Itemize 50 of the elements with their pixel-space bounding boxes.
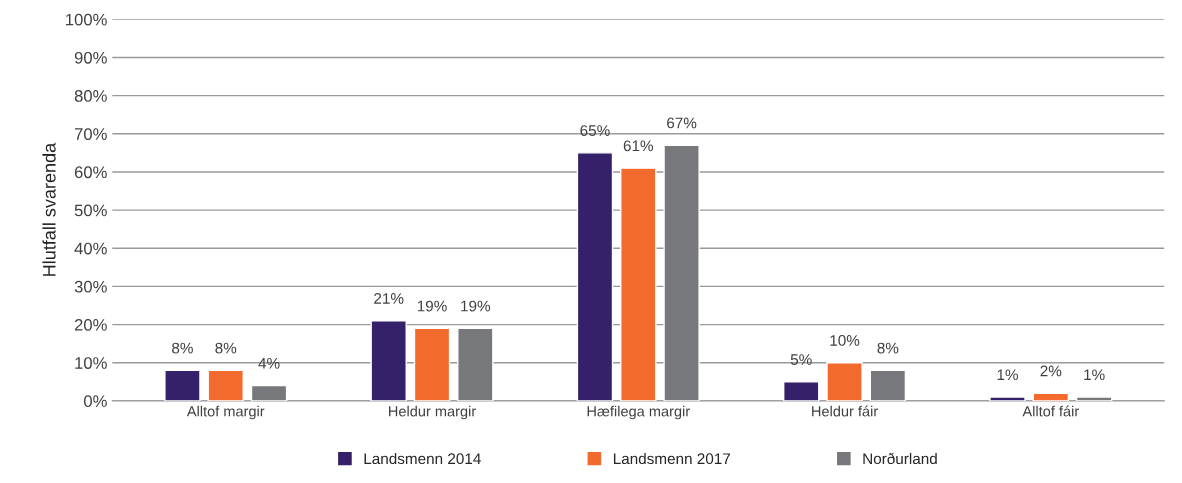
bar — [1032, 392, 1070, 401]
x-tick-label: Heldur margir — [389, 405, 476, 420]
data-label: 2% — [1040, 365, 1062, 377]
bar — [457, 327, 494, 401]
y-tick-label: 60% — [74, 166, 107, 179]
y-axis-title: Hlutfall svarenda — [42, 142, 56, 276]
y-tick-label: 30% — [74, 280, 107, 293]
bar — [164, 369, 201, 401]
x-tick-label: Heldur fáir — [812, 405, 878, 417]
data-label: 19% — [417, 300, 447, 312]
legend-label: Landsmenn 2014 — [364, 452, 481, 465]
data-label: 21% — [374, 293, 404, 304]
y-tick-label: 70% — [74, 128, 107, 140]
bar — [1075, 396, 1113, 401]
data-label: 8% — [215, 342, 237, 354]
x-tick-label: Alltof fáir — [1022, 405, 1079, 417]
data-label: 19% — [461, 300, 491, 312]
x-tick-label: Alltof margir — [186, 405, 265, 420]
bar — [783, 381, 820, 401]
y-tick-label: 90% — [74, 51, 107, 64]
bar — [663, 144, 700, 401]
y-tick-label: 50% — [74, 204, 107, 217]
bar — [869, 369, 907, 401]
bar — [620, 167, 657, 401]
data-label: 5% — [790, 354, 812, 365]
data-label: 10% — [830, 335, 860, 346]
y-tick-label: 100% — [66, 13, 107, 26]
y-tick-label: 20% — [74, 318, 107, 331]
y-tick-label: 0% — [83, 395, 107, 408]
data-label: 8% — [877, 342, 899, 354]
y-tick-label: 10% — [75, 357, 107, 369]
x-tick-label: Hæfilega margir — [587, 405, 690, 420]
bar — [826, 362, 863, 401]
bar — [250, 384, 288, 401]
bar — [370, 320, 407, 401]
data-label: 8% — [172, 342, 193, 354]
data-label: 1% — [1084, 369, 1105, 381]
legend-label: Landsmenn 2017 — [613, 452, 731, 465]
data-label: 65% — [580, 125, 610, 136]
data-label: 67% — [667, 117, 697, 129]
y-tick-label: 40% — [74, 242, 107, 255]
bar — [207, 369, 244, 401]
bar — [413, 327, 451, 401]
bar — [989, 396, 1026, 401]
legend-label: Norðurland — [863, 452, 937, 465]
data-label: 4% — [258, 357, 280, 369]
data-label: 1% — [997, 369, 1018, 381]
data-label: 61% — [623, 140, 654, 152]
y-tick-label: 80% — [74, 90, 107, 102]
bar — [576, 152, 614, 401]
